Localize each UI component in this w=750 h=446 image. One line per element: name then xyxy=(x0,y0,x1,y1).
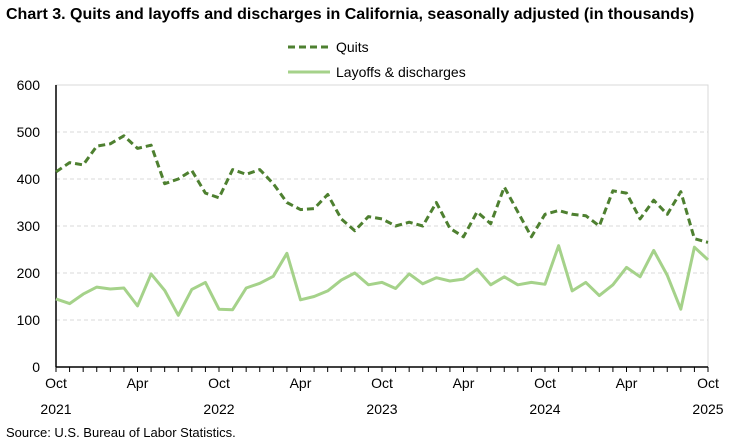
y-tick-label: 200 xyxy=(17,265,41,281)
y-tick-label: 500 xyxy=(17,124,41,140)
x-tick-label: Oct xyxy=(208,375,230,391)
x-tick-year: 2022 xyxy=(203,401,234,417)
series-line-quits xyxy=(55,134,709,244)
x-tick-label: Apr xyxy=(616,375,638,391)
x-tick-label: Apr xyxy=(127,375,149,391)
y-tick-label: 300 xyxy=(17,218,41,234)
x-tick-year: 2021 xyxy=(40,401,71,417)
y-tick-label: 600 xyxy=(17,77,41,93)
x-tick-label: Oct xyxy=(45,375,67,391)
x-tick-year: 2024 xyxy=(529,401,560,417)
legend-label: Layoffs & discharges xyxy=(336,64,466,80)
series-line-layoffs-discharges xyxy=(55,244,710,317)
y-tick-label: 0 xyxy=(32,359,40,375)
chart-title: Chart 3. Quits and layoffs and discharge… xyxy=(6,6,695,23)
x-tick-year: 2025 xyxy=(692,401,723,417)
x-tick-label: Oct xyxy=(534,375,556,391)
x-tick-label: Apr xyxy=(290,375,312,391)
source-note: Source: U.S. Bureau of Labor Statistics. xyxy=(6,425,236,440)
x-tick-year: 2023 xyxy=(366,401,397,417)
x-tick-label: Apr xyxy=(453,375,475,391)
y-tick-label: 400 xyxy=(17,171,41,187)
y-tick-label: 100 xyxy=(17,312,41,328)
x-tick-label: Oct xyxy=(371,375,393,391)
legend-label: Quits xyxy=(336,39,369,55)
x-tick-label: Oct xyxy=(697,375,719,391)
